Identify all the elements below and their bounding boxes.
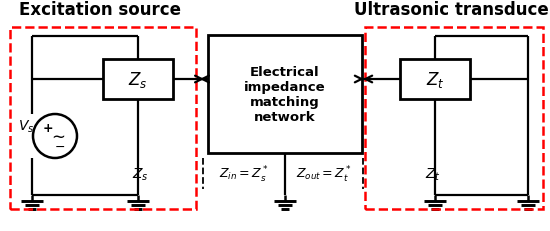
Text: $Z_{out}=Z_t^*$: $Z_{out}=Z_t^*$ [296,164,352,184]
Text: $Z_t$: $Z_t$ [426,70,444,90]
Bar [208,36,362,153]
Text: $V_s$: $V_s$ [18,118,34,135]
Bar [10,28,196,209]
Text: $Z_s$: $Z_s$ [131,166,148,182]
Text: Excitation source: Excitation source [19,1,181,19]
Bar [400,60,470,100]
Text: $Z_{in}=Z_s^*$: $Z_{in}=Z_s^*$ [219,164,269,184]
Text: Electrical
impedance
matching
network: Electrical impedance matching network [244,66,326,123]
Text: Ultrasonic transducer: Ultrasonic transducer [354,1,550,19]
Text: $-$: $-$ [54,139,65,152]
Text: $\sim$: $\sim$ [48,126,65,144]
Bar [103,60,173,100]
Bar [365,28,543,209]
Circle shape [33,115,77,158]
Text: +: + [43,121,53,134]
Text: $Z_s$: $Z_s$ [128,70,148,90]
Text: $Z_t$: $Z_t$ [425,166,441,182]
